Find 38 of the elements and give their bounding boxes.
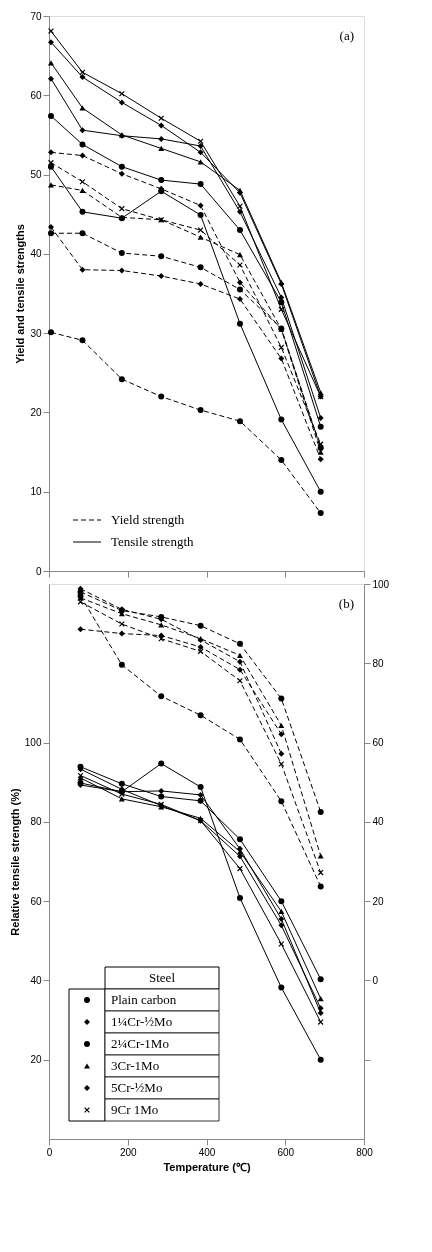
legend-label: 3Cr-1Mo	[111, 1058, 160, 1073]
y-axis-title: Yield and tensile strengths	[14, 224, 27, 364]
y-tick-label: 30	[30, 327, 42, 339]
y-axis-title: Relative tensile strength (%)	[8, 788, 21, 936]
x-tick-label: 0	[46, 1146, 53, 1158]
annotation: (a)	[339, 28, 354, 43]
legend-label: Plain carbon	[111, 992, 177, 1007]
y2-tick-label: 80	[372, 657, 385, 669]
y2-tick-label: 100	[372, 578, 390, 590]
legend-title: Steel	[149, 970, 176, 985]
y2-tick-label: 20	[372, 895, 385, 907]
y-tick-label: 60	[30, 895, 42, 907]
legend-label: 2¼Cr-1Mo	[111, 1036, 169, 1051]
y2-tick-label: 0	[372, 974, 379, 986]
x-axis-title: Temperature (℃)	[163, 1160, 251, 1173]
x-tick-label: 800	[356, 1146, 374, 1158]
x-tick-label: 600	[277, 1146, 295, 1158]
y-tick-label: 100	[24, 737, 42, 749]
y-tick-label: 10	[30, 486, 42, 498]
y-tick-label: 50	[30, 169, 42, 181]
x-tick-label: 400	[198, 1146, 216, 1158]
y-tick-label: 20	[30, 406, 42, 418]
annotation: (b)	[338, 596, 354, 611]
y2-tick-label: 60	[372, 737, 385, 749]
y2-tick-label: 40	[372, 816, 385, 828]
legend-label: Tensile strength	[111, 534, 194, 549]
y-tick-label: 60	[30, 89, 42, 101]
y-tick-label: 70	[30, 10, 42, 22]
y-tick-label: 0	[35, 565, 42, 577]
y-tick-label: 20	[30, 1054, 42, 1066]
legend-label: Yield strength	[111, 512, 185, 527]
x-tick-label: 200	[119, 1146, 138, 1158]
y-tick-label: 80	[30, 816, 42, 828]
legend-label: 1¼Cr-½Mo	[111, 1014, 173, 1029]
y-tick-label: 40	[30, 974, 42, 986]
legend-label: 9Cr 1Mo	[111, 1102, 159, 1117]
y-tick-label: 40	[30, 248, 42, 260]
legend-label: 5Cr-½Mo	[111, 1080, 163, 1095]
